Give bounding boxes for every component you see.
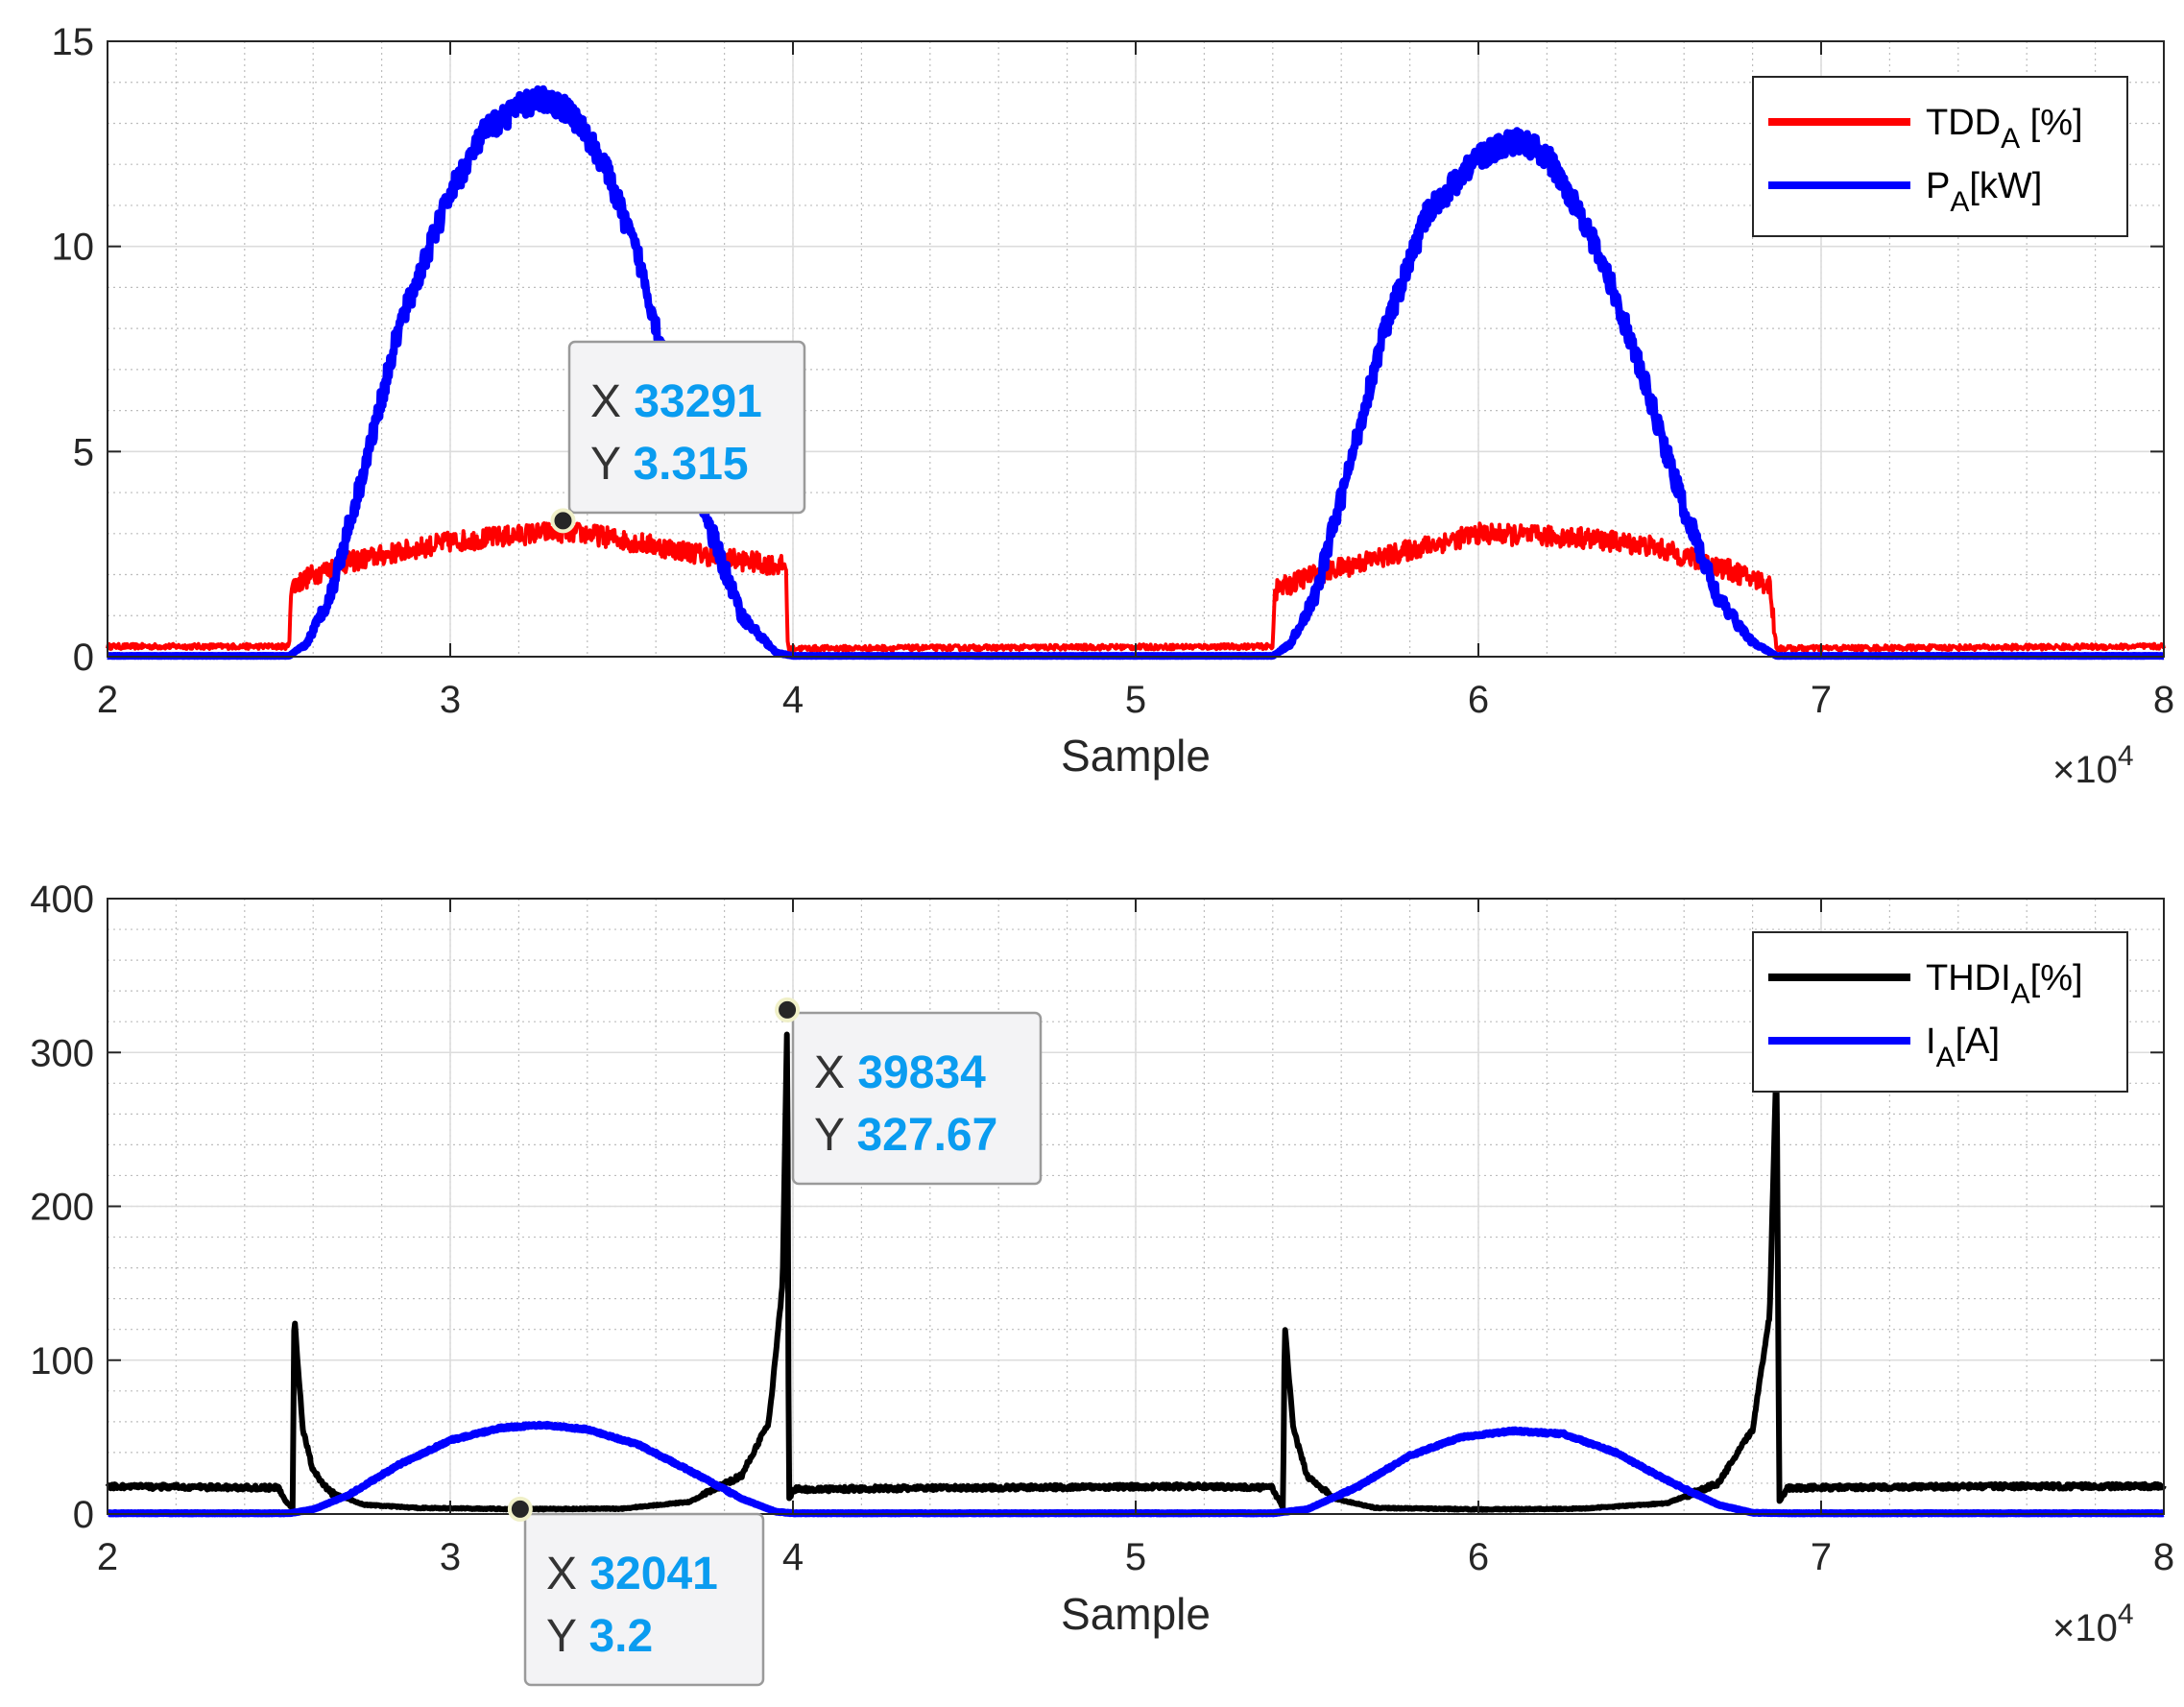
legend[interactable]: THDIA[%] IA[A] — [1752, 931, 2128, 1093]
x-axis-label: Sample — [1061, 1589, 1211, 1639]
datatip-box — [791, 1011, 1043, 1186]
x-tick-label: 7 — [1811, 679, 1832, 721]
datatip-box — [523, 1512, 765, 1687]
datatip-marker[interactable] — [550, 508, 576, 534]
x-tick-label: 8 — [2153, 679, 2174, 721]
datatip[interactable]: X 33291 Y 3.315 — [550, 340, 806, 534]
legend-label-tdd: TDDA [%] — [1926, 103, 2083, 155]
datatip-y-row: Y 327.67 — [814, 1110, 997, 1161]
y-tick-label: 15 — [52, 21, 95, 63]
x-tick-label: 4 — [782, 679, 804, 721]
x-tick-label: 6 — [1468, 1536, 1489, 1578]
datatip-marker[interactable] — [507, 1496, 533, 1522]
x-tick-label: 3 — [440, 679, 461, 721]
x-axis-exponent: ×104 — [2052, 1599, 2134, 1649]
datatip-x-row: X 32041 — [546, 1549, 718, 1599]
datatip-x-row: X 39834 — [814, 1047, 986, 1098]
x-tick-label: 5 — [1125, 1536, 1146, 1578]
datatip-x-row: X 33291 — [590, 376, 762, 427]
y-tick-label: 200 — [30, 1187, 94, 1229]
datatip-box — [567, 340, 806, 515]
datatip[interactable]: X 39834 Y 327.67 — [775, 997, 1043, 1186]
tick-group: 2 3 4 5 6 7 8 0 100 200 300 400 — [30, 878, 2174, 1578]
y-tick-label: 0 — [73, 1494, 94, 1536]
datatip-y-row: Y 3.2 — [546, 1611, 653, 1662]
y-tick-label: 100 — [30, 1340, 94, 1382]
legend-label-thdi: THDIA[%] — [1926, 958, 2083, 1010]
legend[interactable]: TDDA [%] PA[kW] — [1752, 76, 2128, 237]
x-tick-label: 5 — [1125, 679, 1146, 721]
legend-label-i: IA[A] — [1926, 1022, 2000, 1073]
top-axes-power-tdd[interactable]: 2 3 4 5 6 7 8 0 5 10 15 Sample ×104 TDDA [%] PA[kW] X 3… — [52, 21, 2175, 791]
x-tick-label: 2 — [97, 1536, 118, 1578]
x-tick-label: 2 — [97, 679, 118, 721]
legend-box — [1752, 931, 2128, 1093]
x-axis-exponent: ×104 — [2052, 740, 2134, 791]
y-tick-label: 5 — [73, 431, 94, 473]
y-tick-label: 300 — [30, 1032, 94, 1074]
datatip[interactable]: X 32041 Y 3.2 — [507, 1496, 765, 1687]
legend-label-p: PA[kW] — [1926, 166, 2042, 218]
x-tick-label: 3 — [440, 1536, 461, 1578]
x-tick-label: 4 — [782, 1536, 804, 1578]
x-axis-label: Sample — [1061, 731, 1211, 781]
legend-box — [1752, 76, 2128, 237]
x-tick-label: 8 — [2153, 1536, 2174, 1578]
x-tick-label: 6 — [1468, 679, 1489, 721]
y-tick-label: 400 — [30, 878, 94, 921]
datatip-marker[interactable] — [775, 997, 801, 1022]
x-tick-label: 7 — [1811, 1536, 1832, 1578]
datatip-y-row: Y 3.315 — [590, 439, 749, 490]
y-tick-label: 10 — [52, 227, 95, 269]
tick-group: 2 3 4 5 6 7 8 0 5 10 15 — [52, 21, 2175, 721]
bottom-axes-current-thdi[interactable]: 2 3 4 5 6 7 8 0 100 200 300 400 Sample ×104 THDIA[%] IA… — [30, 878, 2174, 1687]
y-tick-label: 0 — [73, 637, 94, 679]
